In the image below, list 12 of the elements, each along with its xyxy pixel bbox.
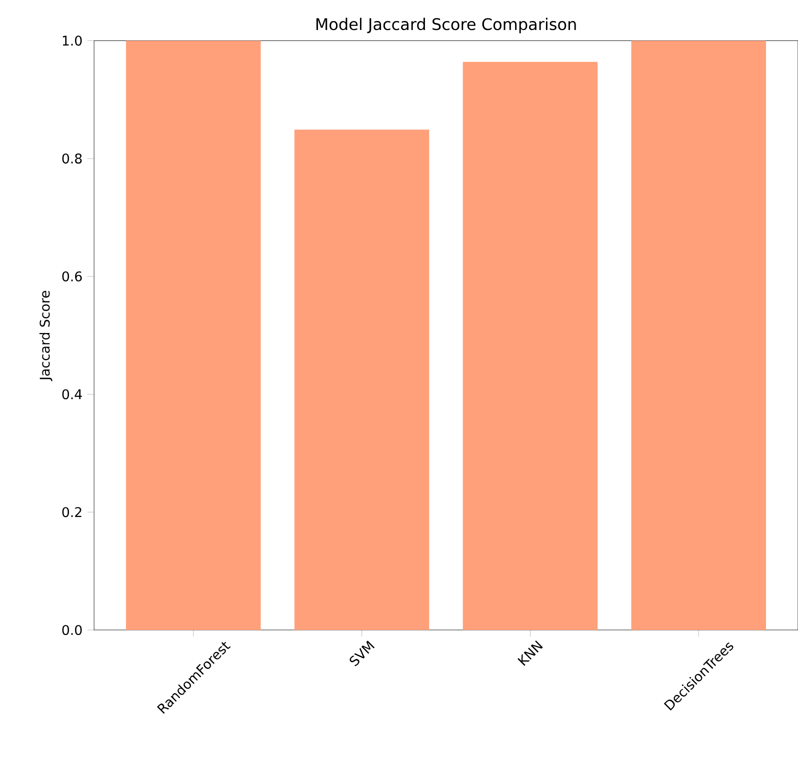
bar (631, 40, 766, 630)
y-tick-label: 0.4 (62, 389, 82, 400)
y-tick-label: 0.0 (62, 624, 82, 636)
bar (126, 40, 261, 630)
y-tick-label: 0.8 (62, 153, 82, 164)
y-tick-label: 0.2 (62, 507, 82, 518)
y-tick-label: 0.6 (62, 271, 82, 282)
y-tick-label: 1.0 (62, 36, 82, 46)
chart-title: Model Jaccard Score Comparison (316, 18, 576, 34)
bar (462, 62, 598, 630)
y-axis-title: Jaccard Score (39, 290, 52, 382)
bar (294, 130, 430, 630)
